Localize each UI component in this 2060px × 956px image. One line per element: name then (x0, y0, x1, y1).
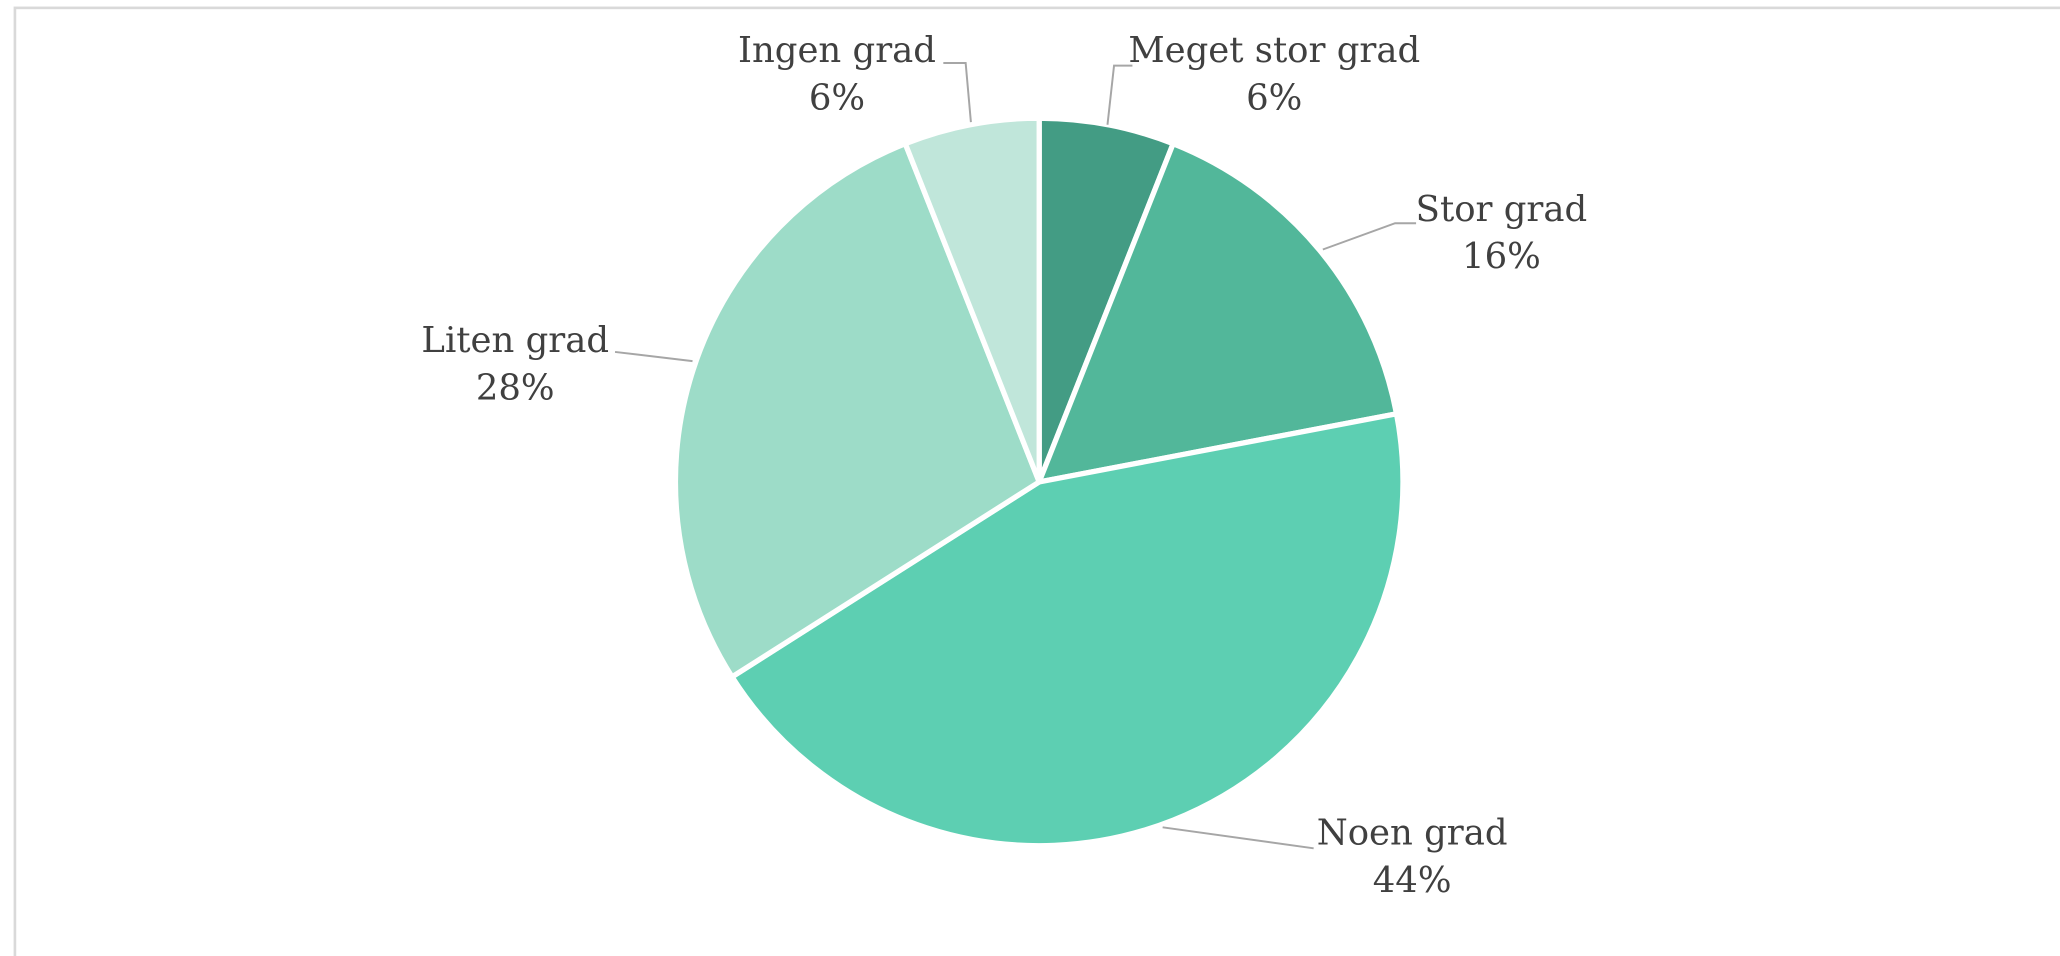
slice-label: Stor grad (1416, 189, 1587, 230)
slice-value-label: 44% (1373, 860, 1452, 901)
pie-slice (672, 140, 1043, 681)
pie-slice (728, 410, 1406, 849)
slice-label: Meget stor grad (1128, 30, 1420, 71)
leader-line (1322, 222, 1417, 251)
leader-line (614, 350, 693, 363)
slice-label: Noen grad (1317, 813, 1508, 854)
slice-value-label: 16% (1462, 236, 1541, 277)
pie-slice (1034, 140, 1400, 486)
leader-line (1162, 826, 1314, 850)
slice-label: Liten grad (421, 320, 609, 361)
pie-slice (901, 115, 1042, 483)
slice-value-label: 6% (1246, 77, 1302, 118)
slice-value-label: 28% (476, 368, 555, 409)
leader-line (943, 62, 972, 123)
leader-line (1106, 64, 1133, 125)
slice-label: Ingen grad (738, 30, 936, 71)
slice-value-label: 6% (809, 77, 865, 118)
